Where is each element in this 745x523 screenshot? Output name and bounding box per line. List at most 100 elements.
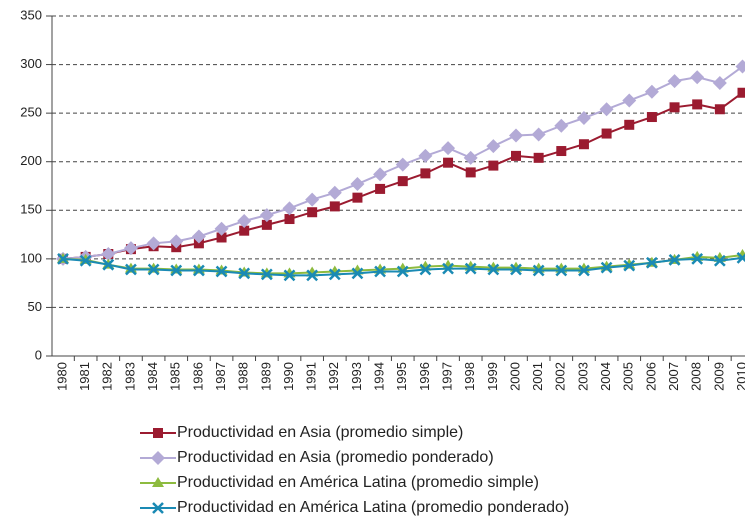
marker bbox=[191, 229, 206, 244]
y-tick-label: 0 bbox=[35, 347, 42, 362]
marker bbox=[395, 157, 410, 172]
marker bbox=[283, 269, 296, 282]
legend: Productividad en Asia (promedio simple) P… bbox=[140, 424, 569, 516]
x-tick-label: 1995 bbox=[394, 362, 409, 391]
marker bbox=[623, 259, 636, 272]
legend-label: Productividad en América Latina (promedi… bbox=[177, 499, 569, 516]
marker bbox=[690, 70, 705, 85]
marker bbox=[350, 177, 365, 192]
marker bbox=[464, 262, 477, 275]
marker bbox=[532, 264, 545, 277]
marker bbox=[152, 502, 164, 514]
x-tick-label: 2002 bbox=[553, 362, 568, 391]
y-tick-label: 200 bbox=[20, 153, 42, 168]
marker bbox=[216, 232, 227, 243]
marker bbox=[237, 213, 252, 228]
marker bbox=[327, 185, 342, 200]
marker bbox=[373, 167, 388, 182]
marker bbox=[284, 214, 295, 225]
x-tick-label: 2009 bbox=[711, 362, 726, 391]
x-tick-label: 1992 bbox=[326, 362, 341, 391]
x-tick-label: 1997 bbox=[439, 362, 454, 391]
marker bbox=[441, 141, 456, 156]
y-tick-label: 100 bbox=[20, 250, 42, 265]
x-tick-label: 1983 bbox=[122, 362, 137, 391]
marker bbox=[737, 87, 745, 98]
x-tick-label: 2008 bbox=[689, 362, 704, 391]
marker bbox=[576, 111, 591, 125]
marker bbox=[305, 192, 320, 207]
marker bbox=[193, 264, 205, 277]
marker bbox=[146, 236, 161, 251]
x-tick-label: 2004 bbox=[598, 362, 613, 391]
x-tick-label: 2006 bbox=[643, 362, 658, 391]
x-tick-label: 1988 bbox=[236, 362, 251, 391]
marker bbox=[646, 112, 657, 123]
marker bbox=[510, 263, 522, 276]
marker bbox=[644, 84, 659, 99]
marker bbox=[691, 252, 704, 265]
x-tick-label: 2001 bbox=[530, 362, 545, 391]
x-tick-label: 1981 bbox=[77, 362, 92, 391]
marker bbox=[599, 102, 614, 117]
marker bbox=[125, 263, 137, 276]
marker bbox=[147, 263, 160, 276]
marker bbox=[487, 263, 500, 276]
marker bbox=[418, 148, 433, 163]
marker bbox=[554, 118, 569, 133]
y-tick-label: 250 bbox=[20, 105, 42, 120]
marker bbox=[668, 253, 681, 266]
x-tick-label: 1996 bbox=[417, 362, 432, 391]
marker bbox=[239, 225, 250, 236]
y-tick-label: 300 bbox=[20, 56, 42, 71]
x-tick-label: 1986 bbox=[190, 362, 205, 391]
x-tick-label: 2007 bbox=[666, 362, 681, 391]
marker bbox=[375, 183, 386, 194]
x-tick-label: 2010 bbox=[734, 362, 745, 391]
marker bbox=[465, 167, 476, 178]
marker bbox=[578, 264, 590, 277]
x-tick-label: 1985 bbox=[168, 362, 183, 391]
marker bbox=[420, 168, 431, 179]
marker bbox=[667, 74, 682, 89]
marker bbox=[509, 128, 523, 143]
marker bbox=[736, 252, 745, 264]
marker bbox=[556, 146, 567, 157]
marker bbox=[531, 127, 546, 142]
marker bbox=[601, 128, 612, 139]
x-tick-label: 2005 bbox=[621, 362, 636, 391]
marker bbox=[123, 241, 138, 256]
marker bbox=[713, 254, 726, 267]
marker bbox=[352, 192, 363, 203]
marker bbox=[443, 157, 454, 168]
x-tick-label: 1993 bbox=[349, 362, 364, 391]
marker bbox=[152, 477, 164, 487]
marker bbox=[533, 152, 544, 163]
marker bbox=[238, 267, 251, 280]
marker bbox=[57, 252, 69, 265]
marker bbox=[79, 254, 92, 267]
x-tick-label: 1987 bbox=[213, 362, 228, 391]
x-tick-label: 1994 bbox=[372, 362, 387, 391]
marker bbox=[329, 201, 340, 212]
x-tick-label: 1984 bbox=[145, 362, 160, 391]
marker bbox=[374, 265, 386, 278]
series-line bbox=[62, 91, 744, 260]
marker bbox=[419, 263, 432, 276]
x-tick-label: 1998 bbox=[462, 362, 477, 391]
legend-label: Productividad en Asia (promedio simple) bbox=[177, 424, 463, 441]
marker bbox=[307, 207, 318, 218]
x-tick-label: 1991 bbox=[304, 362, 319, 391]
marker bbox=[214, 221, 229, 236]
marker bbox=[669, 102, 680, 113]
marker bbox=[555, 264, 568, 277]
marker bbox=[486, 139, 501, 154]
marker bbox=[397, 176, 408, 187]
marker bbox=[463, 150, 478, 165]
marker bbox=[351, 267, 364, 280]
marker bbox=[624, 119, 635, 130]
marker bbox=[260, 268, 273, 281]
marker bbox=[735, 59, 745, 74]
y-tick-label: 350 bbox=[20, 7, 42, 22]
